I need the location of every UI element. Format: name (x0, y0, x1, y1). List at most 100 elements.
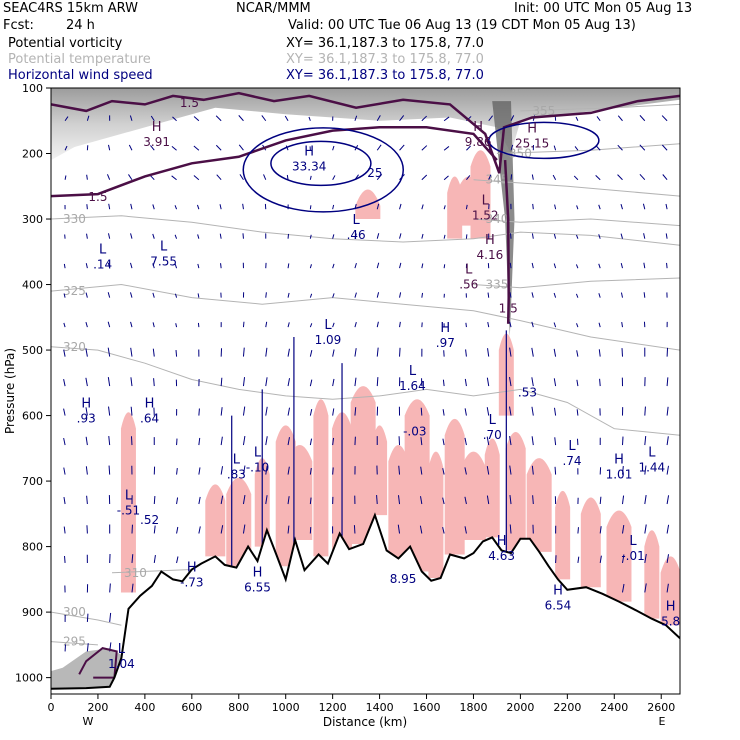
wind-label-value: .97 (436, 336, 455, 350)
rh-column (287, 445, 313, 541)
wind-vector (63, 408, 66, 416)
wind-vector (622, 495, 625, 505)
wind-vector (421, 204, 424, 210)
wind-vector (420, 407, 423, 416)
wind-vector (215, 144, 222, 151)
theta-contour (51, 611, 122, 626)
wind-vector (576, 350, 579, 357)
wind-vector (309, 468, 312, 475)
wind-vector (643, 262, 646, 269)
wind-vector (576, 205, 579, 210)
wind-vector (354, 407, 357, 416)
pv-label-value: 4.16 (477, 248, 504, 262)
rh-column (484, 438, 500, 538)
wind-label-value: .64 (140, 412, 159, 426)
wind-vector (575, 116, 579, 121)
wind-vector (573, 175, 579, 181)
wind-vector (63, 526, 66, 534)
wind-vector (286, 174, 289, 180)
x-tick-label: 1000 (272, 701, 300, 714)
pv-label-value: 1.5 (499, 302, 518, 316)
wind-vector (107, 377, 111, 387)
wind-vector (531, 174, 534, 180)
wind-vector (598, 322, 601, 328)
wind-vector (354, 115, 358, 121)
rh-column (660, 556, 680, 626)
pv-label-value: 1.5 (180, 96, 199, 110)
wind-vector (129, 292, 133, 298)
wind-vector (108, 436, 111, 446)
wind-vector (376, 495, 378, 505)
wind-vector (219, 233, 222, 239)
wind-vector (644, 465, 647, 475)
wind-vector (220, 525, 224, 534)
wind-vector (354, 321, 357, 328)
wind-label-letter: L (352, 213, 360, 228)
theta-contour (473, 218, 680, 227)
wind-vector (509, 494, 512, 505)
wind-vector (599, 378, 601, 387)
wind-vector (308, 116, 311, 121)
wind-vector (644, 494, 647, 505)
wind-label-letter: L (233, 452, 241, 467)
wind-vector (197, 234, 200, 239)
wind-vector (443, 146, 450, 151)
wind-vector (107, 347, 111, 357)
wind-vector (129, 115, 133, 121)
wind-vector (621, 321, 623, 328)
wind-vector (153, 554, 156, 564)
pv-label-value: 25.15 (515, 136, 549, 150)
wind-vector (152, 263, 155, 269)
rh-column (606, 510, 632, 602)
wind-vector (242, 465, 246, 475)
pv-shade-surface (51, 648, 122, 689)
wind-vector (64, 145, 68, 151)
wind-label-value: 5.8 (661, 615, 680, 629)
wind-label-letter: H (666, 600, 676, 615)
wind-vector (486, 495, 490, 505)
wind-label-letter: H (497, 534, 507, 549)
wind-vector (464, 496, 467, 505)
wind-vector (621, 436, 624, 446)
wind-vector (598, 204, 601, 210)
wind-vector (242, 377, 246, 387)
fcst-value: 24 h (66, 18, 95, 33)
legend-pv: Potential vorticity (8, 36, 123, 51)
rh-column (470, 150, 491, 239)
wind-vector (197, 293, 200, 298)
wind-vector (332, 263, 335, 269)
y-tick-label: 200 (22, 148, 43, 161)
wind-vector (598, 263, 601, 269)
wind-vector (661, 115, 668, 122)
wind-vector (662, 174, 668, 181)
wind-vector (85, 466, 88, 475)
wind-vector (193, 116, 200, 122)
wind-vector (287, 378, 291, 387)
pv-label-value: 1.52 (472, 208, 499, 222)
pv-label-value: 3.91 (143, 135, 170, 149)
wind-label-letter: H (187, 560, 197, 575)
wind-vector (666, 524, 670, 534)
wind-vector (109, 583, 111, 593)
wind-vector (398, 465, 401, 475)
wind-vector (174, 264, 178, 269)
wind-vector (86, 495, 88, 505)
rh-column (205, 484, 226, 557)
wind-vector (465, 204, 468, 210)
wind-vector (376, 347, 379, 357)
wind-vector (128, 174, 133, 180)
wind-vector (644, 524, 647, 534)
terrain-layer (51, 512, 680, 694)
wind-vector (332, 175, 336, 180)
x-tick-label: 2000 (506, 701, 534, 714)
wind-vector (443, 264, 446, 269)
wind-vector (622, 554, 625, 564)
wind-vector (465, 349, 467, 357)
wind-vector (174, 293, 178, 298)
theta-contour (473, 179, 680, 197)
wind-vector (443, 116, 450, 122)
wind-vector (309, 497, 312, 505)
org-name: NCAR/MMM (236, 1, 311, 16)
wind-vector (63, 467, 66, 475)
